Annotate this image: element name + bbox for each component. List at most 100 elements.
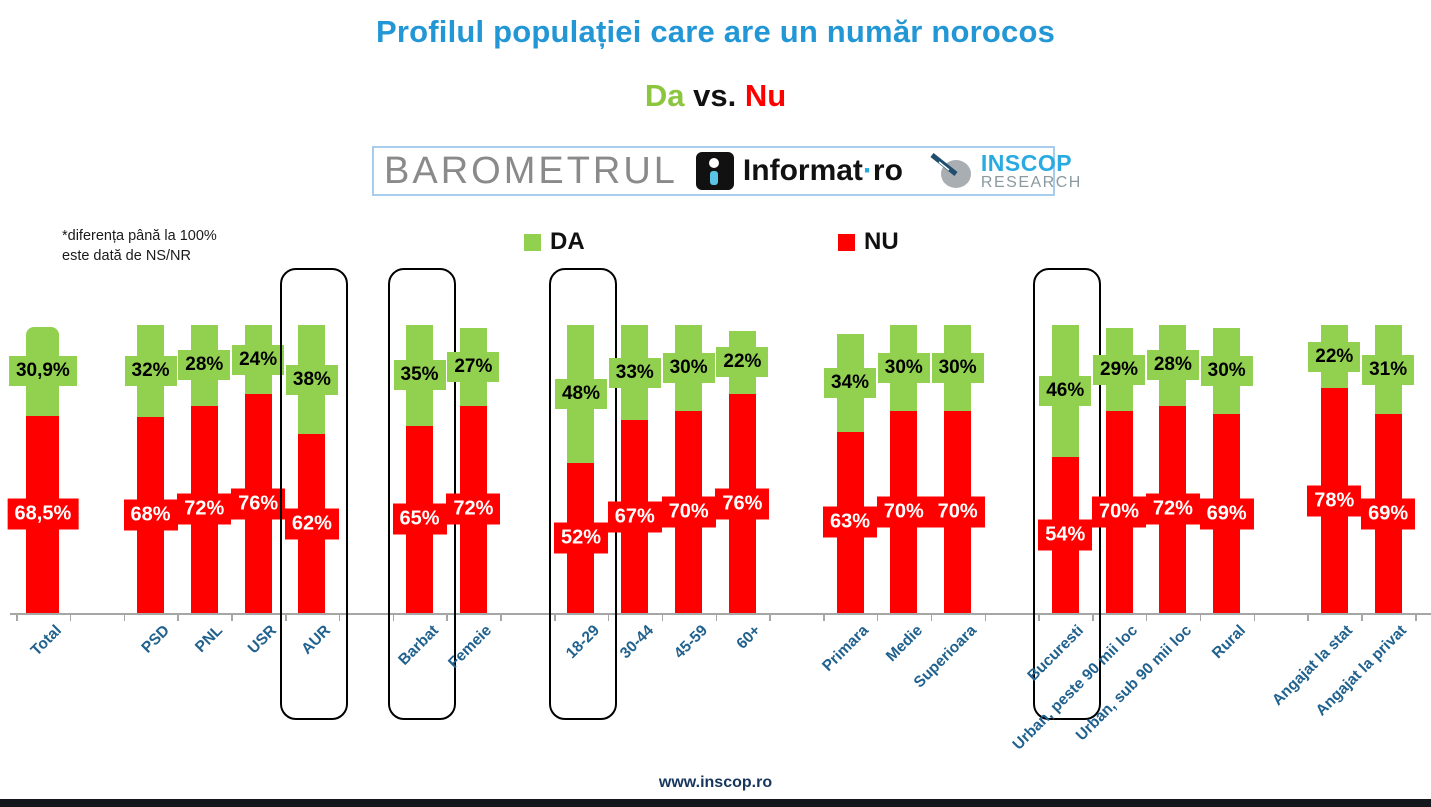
axis-tick [1415, 614, 1417, 621]
nu-value-label: 72% [446, 493, 501, 525]
axis-tick [1092, 614, 1094, 621]
axis-tick [769, 614, 771, 621]
informat-i-icon [695, 152, 734, 190]
subtitle-nu: Nu [744, 78, 787, 113]
nu-value-label: 72% [1145, 493, 1200, 525]
axis-tick [392, 614, 395, 621]
axis-tick [984, 614, 987, 621]
subtitle: Da vs. Nu [0, 78, 1431, 114]
axis-tick [16, 614, 18, 621]
da-value-label: 33% [608, 357, 661, 388]
category-label: Medie [882, 622, 926, 666]
category-label: Total [27, 622, 65, 660]
category-label: PNL [192, 622, 227, 656]
nu-value-label: 63% [823, 506, 878, 538]
nu-value-label: 54% [1038, 519, 1093, 551]
da-value-label: 31% [1362, 354, 1415, 385]
nu-value-label: 70% [1092, 496, 1147, 528]
nu-value-label: 68% [123, 499, 178, 531]
axis-tick [231, 614, 233, 621]
da-value-label: 28% [1146, 350, 1199, 381]
legend-label-nu: NU [864, 228, 899, 255]
axis-tick [446, 614, 448, 621]
da-value-label: 48% [554, 379, 607, 410]
legend-label-da: DA [550, 228, 585, 255]
axis-tick [930, 614, 933, 621]
axis-tick [177, 614, 179, 621]
nu-value-label: 69% [1199, 498, 1254, 530]
axis-tick [123, 614, 126, 621]
nu-value-label: 67% [607, 501, 662, 533]
nu-value-label: 70% [661, 496, 716, 528]
website-url: www.inscop.ro [658, 774, 773, 791]
axis-tick [285, 614, 287, 621]
da-value-label: 30,9% [8, 356, 77, 387]
informat-logo-text: Informat·ro [742, 154, 903, 187]
inscop-compass-icon [930, 153, 971, 188]
legend-item-da: DA [524, 228, 585, 256]
axis-tick [823, 614, 825, 621]
subtitle-da: Da [644, 78, 685, 113]
axis-tick [554, 614, 556, 621]
axis-tick [1199, 614, 1202, 621]
nu-value-label: 62% [284, 508, 339, 540]
axis-tick [1038, 614, 1040, 621]
da-value-label: 46% [1039, 376, 1092, 407]
da-value-label: 29% [1093, 354, 1146, 385]
nu-value-label: 68,5% [7, 498, 79, 530]
highlight-box [279, 268, 348, 720]
legend-swatch-da-icon [524, 233, 541, 251]
da-value-label: 30% [662, 353, 715, 384]
nu-value-label: 76% [715, 488, 770, 520]
barometrul-logo: BAROMETRUL [384, 149, 678, 192]
axis-tick [1361, 614, 1363, 621]
da-value-label: 38% [285, 364, 338, 395]
subtitle-vs: vs. [693, 78, 737, 113]
inscop-logo-text: INSCOP RESEARCH [980, 149, 1082, 191]
category-label: 30-44 [616, 622, 657, 663]
nu-value-label: 65% [392, 503, 447, 535]
da-value-label: 34% [824, 367, 877, 398]
axis-tick [876, 614, 879, 621]
da-value-label: 30% [931, 353, 984, 384]
bottom-divider-bar [0, 799, 1431, 807]
highlight-box [548, 268, 617, 720]
axis-tick [69, 614, 72, 621]
nu-value-label: 70% [876, 496, 931, 528]
axis-tick [338, 614, 341, 621]
logo-banner: BAROMETRUL Informat·ro INSCOP RESEARCH [372, 146, 1080, 196]
axis-tick [1145, 614, 1148, 621]
da-value-label: 30% [877, 353, 930, 384]
da-value-label: 35% [393, 360, 446, 391]
category-label: Primara [819, 622, 873, 675]
page-title: Profilul populației care are un număr no… [375, 14, 1056, 49]
legend-item-nu: NU [838, 228, 899, 256]
nu-value-label: 52% [553, 522, 608, 554]
nu-value-label: 78% [1307, 485, 1362, 517]
da-value-label: 30% [1200, 356, 1253, 387]
category-label: 60+ [733, 622, 765, 653]
x-axis-line [10, 613, 1431, 615]
da-value-label: 27% [447, 351, 500, 382]
da-value-label: 32% [124, 356, 177, 387]
category-label: USR [244, 622, 281, 658]
da-value-label: 22% [1308, 341, 1361, 372]
informat-logo: Informat·ro [695, 152, 903, 190]
axis-tick [715, 614, 717, 621]
axis-tick [661, 614, 664, 621]
axis-tick [500, 614, 502, 621]
da-value-label: 24% [232, 344, 285, 375]
legend-swatch-nu-icon [838, 233, 855, 251]
da-value-label: 28% [178, 350, 231, 381]
category-label: Rural [1208, 622, 1249, 663]
axis-tick [1253, 614, 1256, 621]
footnote-ns-nr: *diferența până la 100% este dată de NS/… [62, 228, 217, 265]
nu-value-label: 76% [231, 488, 286, 520]
category-label: PSD [137, 622, 173, 657]
category-label: 45-59 [670, 622, 711, 663]
da-value-label: 22% [716, 347, 769, 378]
axis-tick [607, 614, 610, 621]
nu-value-label: 70% [930, 496, 985, 528]
nu-value-label: 72% [177, 493, 232, 525]
